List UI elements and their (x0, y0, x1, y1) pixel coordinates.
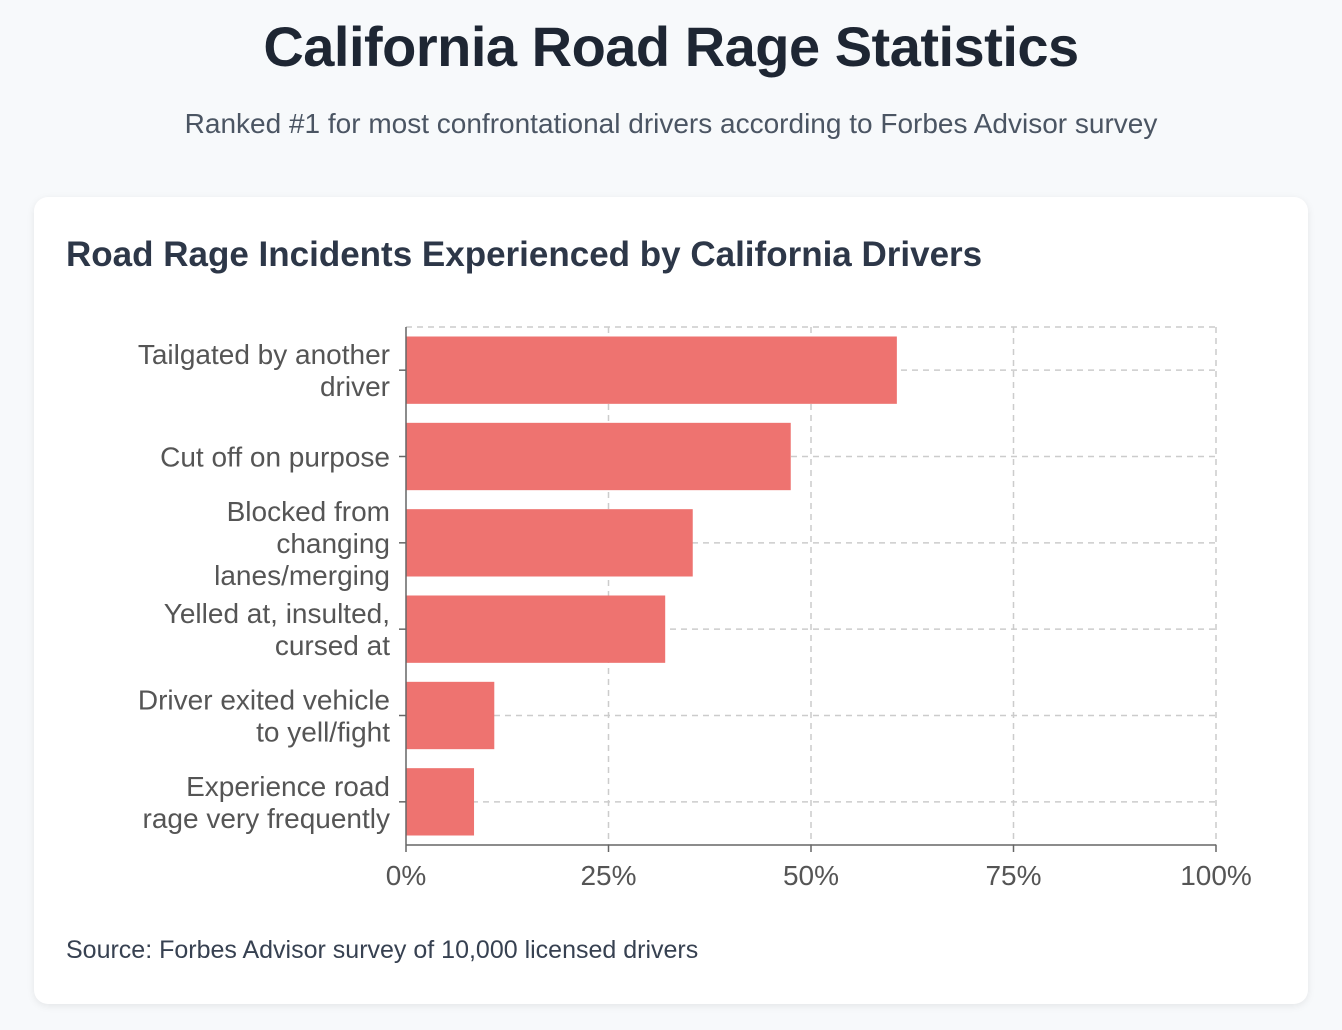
category-label: to yell/fight (256, 717, 390, 748)
category-label: Yelled at, insulted, (164, 598, 390, 629)
chart-title: Road Rage Incidents Experienced by Calif… (66, 235, 983, 274)
x-tick-label: 75% (985, 860, 1041, 891)
x-tick-labels: 0% 25% 50% 75% 100% (386, 860, 1252, 891)
x-tick-label: 50% (783, 860, 839, 891)
page-title: California Road Rage Statistics (263, 15, 1079, 78)
x-tick-label: 25% (580, 860, 636, 891)
category-label: rage very frequently (143, 803, 390, 834)
chart-card: Road Rage Incidents Experienced by Calif… (34, 197, 1308, 1004)
category-label: cursed at (275, 630, 390, 661)
bar (406, 509, 693, 577)
category-label: Tailgated by another (138, 339, 390, 370)
source-note: Source: Forbes Advisor survey of 10,000 … (66, 936, 699, 964)
bars (406, 336, 897, 836)
category-label: Experience road (186, 771, 390, 802)
category-label: driver (320, 371, 390, 402)
category-label: Blocked from (227, 496, 390, 527)
page-subtitle: Ranked #1 for most confrontational drive… (184, 108, 1158, 139)
bar (406, 422, 791, 491)
category-label: Driver exited vehicle (138, 685, 390, 716)
axes (399, 327, 1217, 852)
bar (406, 595, 666, 663)
category-label: lanes/merging (214, 560, 390, 591)
grid-lines (406, 326, 1217, 845)
bar (406, 681, 495, 750)
category-label: Cut off on purpose (160, 442, 390, 473)
bar (406, 768, 475, 836)
x-tick-label: 100% (1180, 860, 1252, 891)
bar (406, 336, 897, 404)
x-tick-label: 0% (386, 860, 426, 891)
category-label: changing (276, 528, 390, 559)
